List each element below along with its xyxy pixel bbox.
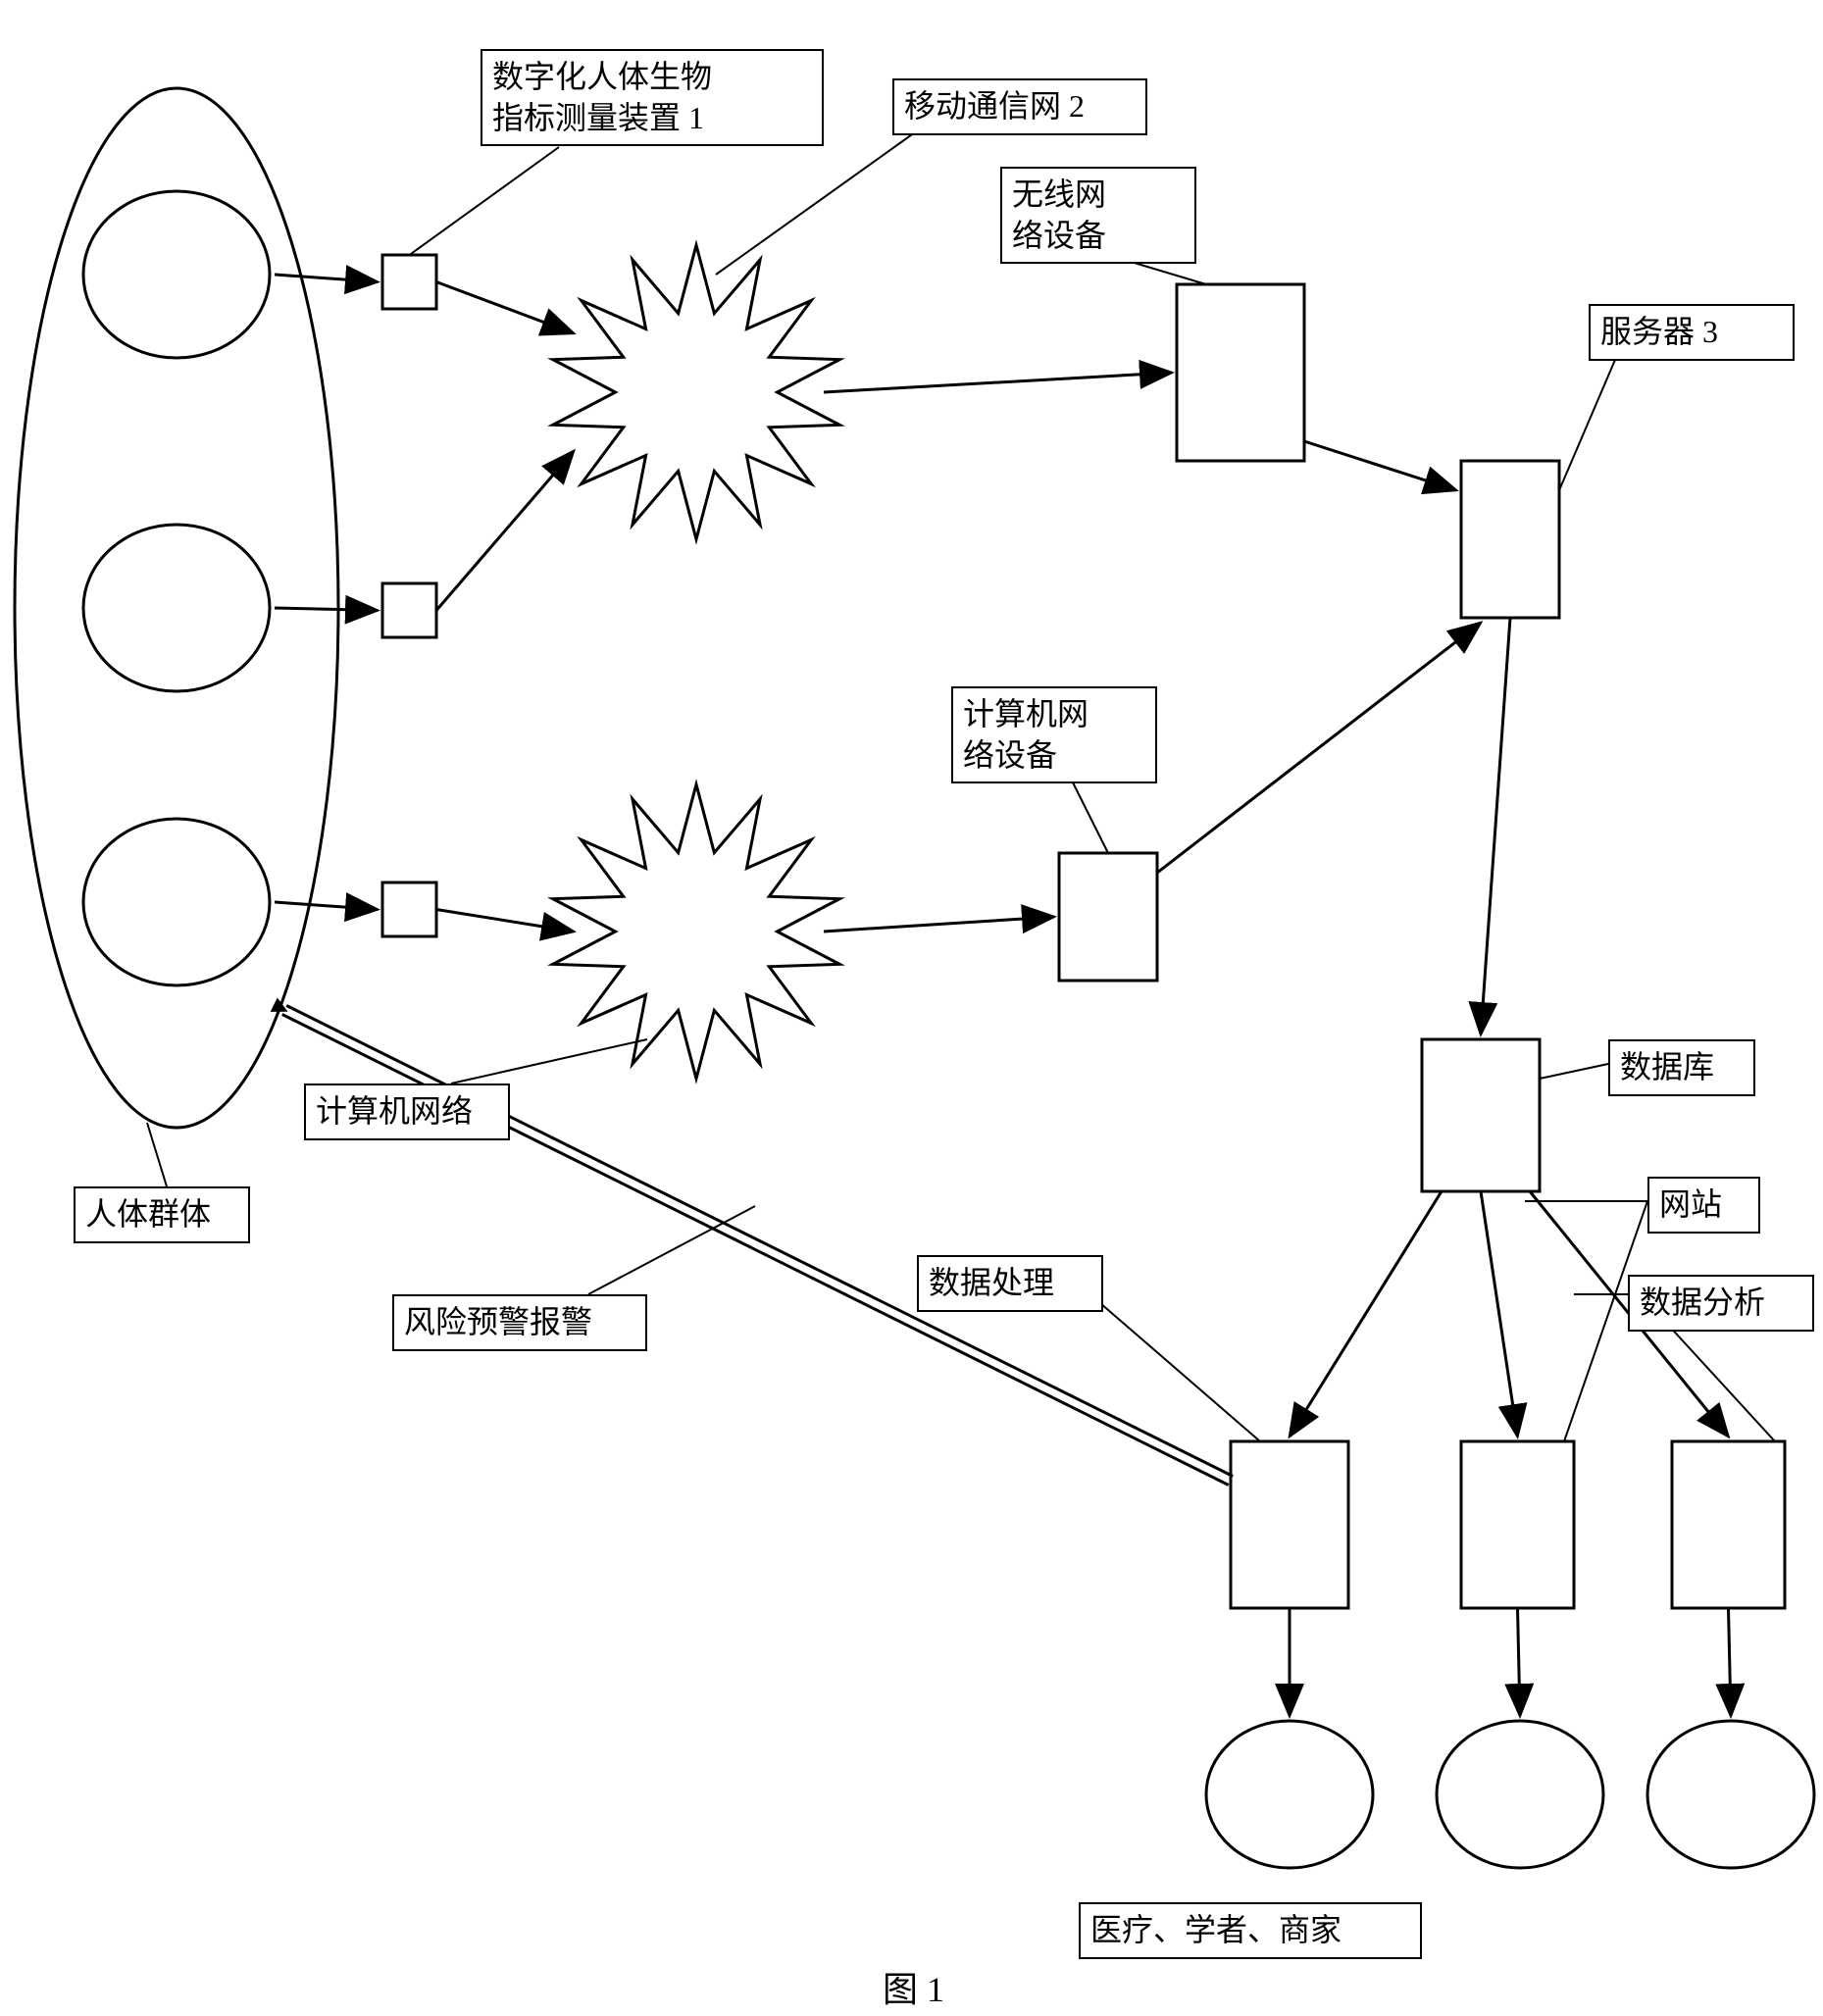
user-ellipse-1	[1206, 1721, 1373, 1868]
label-computer-net-text: 计算机网络	[316, 1093, 473, 1129]
arrow-burst2-compnet	[824, 917, 1054, 932]
arrow-s2-burst1	[436, 451, 574, 611]
arrow-web-user2	[1518, 1608, 1521, 1716]
person-2	[83, 525, 270, 691]
arrow-wireless-server	[1304, 441, 1456, 490]
computer-network-cloud	[553, 784, 839, 1079]
computer-net-device-box	[1059, 853, 1157, 981]
arrow-p2-sensor	[275, 608, 378, 611]
sensor-box-2	[382, 583, 436, 637]
person-1	[83, 191, 270, 358]
leader-server	[1559, 353, 1618, 490]
label-website: 网站	[1647, 1177, 1760, 1234]
website-box	[1461, 1441, 1574, 1608]
arrow-s3-burst2	[436, 910, 574, 932]
data-process-box	[1231, 1441, 1348, 1608]
feedback-arrowhead	[284, 1010, 1231, 1481]
label-computer-net-dev: 计算机网络设备	[951, 686, 1157, 783]
human-group-ellipse	[15, 88, 338, 1128]
user-ellipse-3	[1647, 1721, 1814, 1868]
arrow-s1-burst1	[436, 282, 574, 334]
arrow-db-web	[1481, 1191, 1518, 1436]
leader-human-group	[147, 1123, 167, 1186]
figure-caption-text: 图 1	[883, 1970, 944, 2009]
sensor-box-3	[382, 882, 436, 936]
label-users-text: 医疗、学者、商家	[1090, 1912, 1342, 1947]
label-database: 数据库	[1608, 1039, 1755, 1096]
user-ellipse-2	[1437, 1721, 1603, 1868]
label-wireless-dev-text: 无线网络设备	[1012, 176, 1106, 253]
label-data-analysis: 数据分析	[1628, 1275, 1814, 1332]
label-data-analysis-text: 数据分析	[1640, 1285, 1765, 1320]
label-computer-net-dev-text: 计算机网络设备	[963, 696, 1089, 773]
leader-data-analysis	[1667, 1324, 1775, 1441]
arrow-compnet-server	[1157, 623, 1481, 873]
label-mobile-net: 移动通信网 2	[892, 78, 1147, 135]
label-computer-net: 计算机网络	[304, 1084, 510, 1140]
label-wireless-dev: 无线网络设备	[1000, 167, 1196, 264]
wireless-device-box	[1177, 284, 1304, 461]
leader-mobile-net	[716, 127, 922, 275]
label-device-text: 数字化人体生物指标测量装置 1	[492, 59, 712, 135]
label-mobile-net-text: 移动通信网 2	[904, 88, 1085, 124]
leader-database	[1540, 1064, 1608, 1079]
leader-device	[410, 147, 560, 255]
arrow-burst1-wireless	[824, 373, 1172, 392]
leader-risk-alarm	[588, 1206, 755, 1294]
feedback-line-a	[286, 1006, 1233, 1477]
label-users: 医疗、学者、商家	[1079, 1902, 1422, 1959]
arrow-db-proc	[1290, 1191, 1442, 1436]
person-3	[83, 819, 270, 985]
label-human-group: 人体群体	[74, 1186, 250, 1243]
arrow-anal-user3	[1729, 1608, 1732, 1716]
label-server-text: 服务器 3	[1600, 314, 1718, 349]
label-database-text: 数据库	[1620, 1049, 1714, 1084]
figure-caption: 图 1	[883, 1961, 944, 2012]
leader-compnet	[451, 1039, 647, 1084]
label-website-text: 网站	[1659, 1186, 1722, 1222]
leader-data-process	[1079, 1285, 1260, 1441]
database-box	[1422, 1039, 1540, 1191]
label-human-group-text: 人体群体	[85, 1196, 211, 1232]
arrow-p1-sensor	[275, 275, 378, 282]
mobile-network-cloud	[553, 245, 839, 539]
data-analysis-box	[1672, 1441, 1785, 1608]
label-server: 服务器 3	[1589, 304, 1795, 361]
label-risk-alarm-text: 风险预警报警	[404, 1304, 592, 1339]
label-risk-alarm: 风险预警报警	[392, 1294, 647, 1351]
leader-compnet-dev	[1069, 775, 1108, 853]
arrow-p3-sensor	[275, 902, 378, 910]
label-data-process: 数据处理	[917, 1255, 1103, 1312]
label-data-process-text: 数据处理	[929, 1265, 1054, 1300]
label-device: 数字化人体生物指标测量装置 1	[481, 49, 824, 146]
server-box	[1461, 461, 1559, 618]
sensor-box-1	[382, 255, 436, 309]
arrow-server-db	[1481, 618, 1510, 1034]
